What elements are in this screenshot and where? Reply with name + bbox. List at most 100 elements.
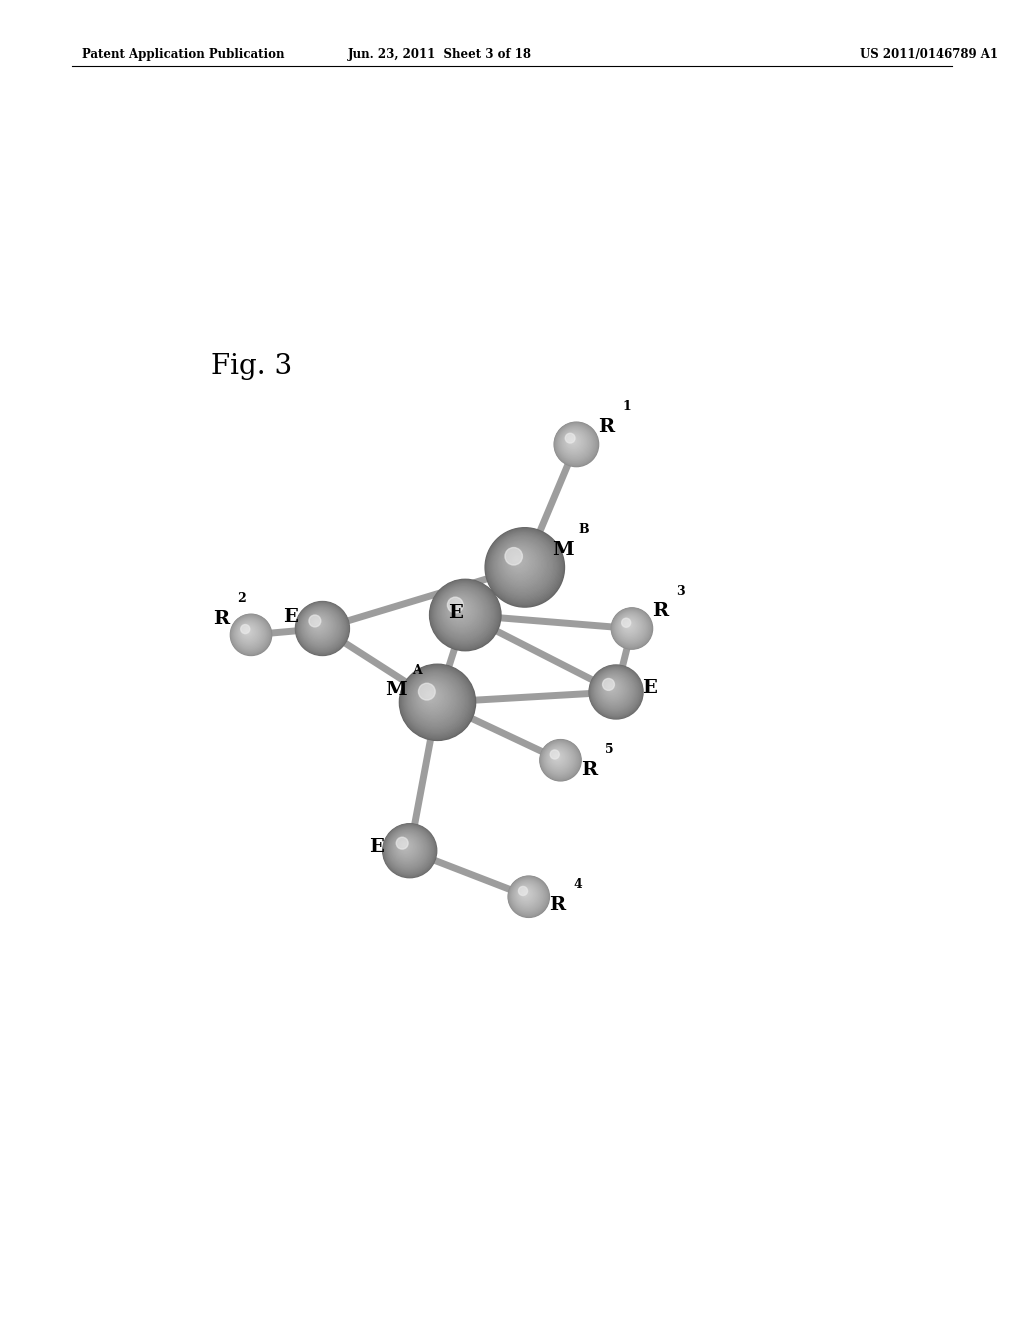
Circle shape (233, 618, 266, 651)
Circle shape (599, 676, 628, 704)
Circle shape (561, 429, 588, 455)
Circle shape (425, 690, 437, 701)
Circle shape (232, 616, 268, 652)
Circle shape (624, 620, 635, 631)
Circle shape (298, 605, 345, 652)
Circle shape (299, 606, 344, 649)
Circle shape (244, 627, 252, 636)
Circle shape (566, 434, 581, 449)
Circle shape (550, 750, 559, 759)
Circle shape (402, 843, 408, 849)
Circle shape (556, 425, 595, 463)
Circle shape (383, 824, 436, 878)
Circle shape (231, 615, 270, 655)
Circle shape (385, 826, 433, 874)
Circle shape (554, 754, 559, 759)
Circle shape (622, 618, 631, 627)
Circle shape (547, 747, 570, 771)
Circle shape (558, 426, 593, 461)
Text: A: A (412, 664, 422, 677)
Circle shape (613, 610, 649, 645)
Circle shape (516, 558, 518, 561)
Circle shape (516, 884, 538, 906)
Circle shape (385, 826, 433, 874)
Circle shape (499, 541, 544, 587)
Circle shape (568, 437, 578, 445)
Circle shape (246, 630, 248, 632)
Circle shape (521, 890, 529, 898)
Circle shape (541, 741, 580, 780)
Circle shape (439, 589, 487, 636)
Circle shape (396, 837, 417, 858)
Circle shape (627, 623, 629, 626)
Circle shape (384, 825, 434, 875)
Circle shape (620, 615, 641, 638)
Circle shape (549, 748, 568, 768)
Circle shape (565, 433, 583, 450)
Circle shape (301, 607, 341, 647)
Circle shape (515, 558, 519, 562)
Circle shape (404, 669, 469, 734)
Circle shape (390, 830, 426, 867)
Circle shape (555, 755, 559, 759)
Circle shape (552, 751, 564, 763)
Circle shape (383, 824, 436, 876)
Circle shape (598, 675, 630, 705)
Circle shape (489, 532, 557, 599)
Circle shape (429, 694, 431, 696)
Circle shape (432, 581, 498, 648)
Circle shape (242, 626, 255, 639)
Circle shape (387, 828, 430, 871)
Circle shape (443, 594, 479, 630)
Circle shape (597, 673, 631, 706)
Circle shape (419, 684, 445, 710)
Text: B: B (579, 524, 590, 536)
Circle shape (311, 618, 326, 632)
Circle shape (230, 614, 271, 656)
Circle shape (624, 620, 634, 630)
Circle shape (615, 612, 646, 643)
Circle shape (297, 603, 348, 653)
Text: R: R (549, 896, 565, 913)
Circle shape (618, 615, 642, 639)
Circle shape (515, 883, 540, 907)
Circle shape (626, 623, 631, 627)
Circle shape (550, 750, 566, 766)
Circle shape (303, 610, 337, 643)
Circle shape (306, 612, 333, 639)
Circle shape (595, 671, 635, 711)
Circle shape (487, 531, 561, 603)
Circle shape (430, 579, 501, 651)
Circle shape (237, 620, 263, 647)
Circle shape (558, 426, 593, 461)
Circle shape (614, 611, 647, 644)
Circle shape (564, 432, 584, 451)
Circle shape (611, 609, 652, 649)
Circle shape (394, 836, 419, 859)
Circle shape (549, 748, 567, 767)
Circle shape (602, 678, 623, 698)
Circle shape (623, 619, 636, 632)
Circle shape (524, 892, 526, 894)
Circle shape (233, 618, 267, 651)
Circle shape (554, 754, 561, 760)
Circle shape (310, 616, 328, 634)
Circle shape (309, 615, 329, 635)
Circle shape (447, 597, 474, 624)
Circle shape (311, 618, 326, 631)
Circle shape (560, 428, 590, 458)
Circle shape (565, 433, 582, 450)
Circle shape (309, 615, 329, 635)
Circle shape (516, 884, 537, 906)
Circle shape (245, 630, 250, 634)
Circle shape (237, 620, 262, 647)
Text: R: R (581, 760, 597, 779)
Circle shape (241, 624, 257, 640)
Circle shape (557, 425, 594, 462)
Circle shape (454, 603, 465, 614)
Circle shape (551, 751, 564, 764)
Circle shape (511, 879, 545, 913)
Circle shape (555, 422, 598, 466)
Circle shape (606, 681, 617, 694)
Circle shape (243, 627, 253, 636)
